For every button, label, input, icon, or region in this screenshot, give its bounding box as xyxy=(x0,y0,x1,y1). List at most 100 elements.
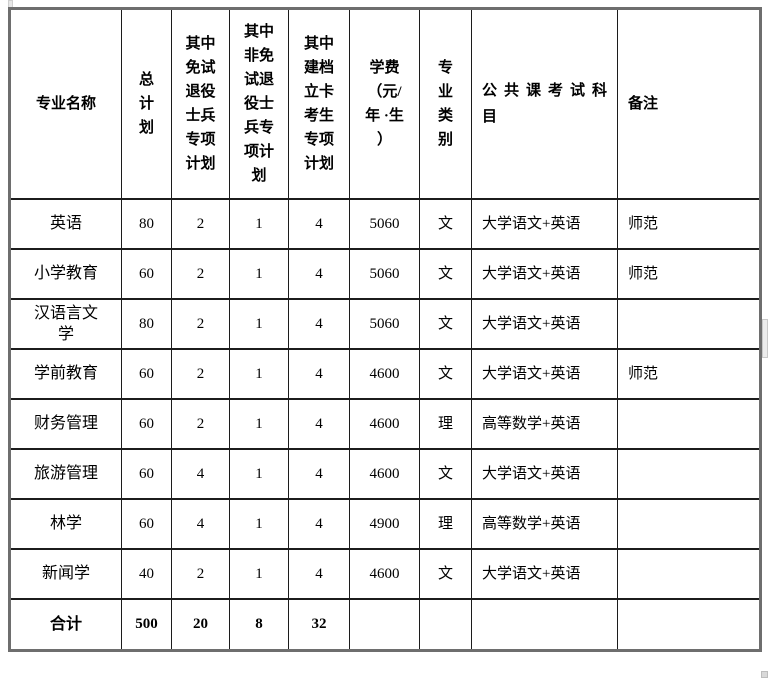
cell: 5060 xyxy=(349,247,420,300)
table-row: 财务管理 60 2 1 4 4600 理高等数学+英语 xyxy=(9,397,761,450)
cell: 5060 xyxy=(349,197,420,250)
cell: 汉语言文 学 xyxy=(9,297,122,350)
cell: 林学 xyxy=(9,497,122,550)
cell: 文 xyxy=(419,547,472,600)
cell: 4900 xyxy=(349,497,420,550)
cell: 理 xyxy=(419,497,472,550)
cell: 80 xyxy=(121,197,172,250)
col-header-non-exempt-veteran-plan: 其中 非免 试退 役士 兵专 项计 划 xyxy=(229,7,289,200)
cell: 1 xyxy=(229,247,289,300)
cell: 师范 xyxy=(617,247,761,300)
col-header-major-category: 专 业 类 别 xyxy=(419,7,472,200)
cell: 2 xyxy=(171,347,230,400)
total-cell: 500 xyxy=(121,597,172,652)
total-cell xyxy=(419,597,472,652)
cell: 2 xyxy=(171,397,230,450)
total-cell: 20 xyxy=(171,597,230,652)
cell: 理 xyxy=(419,397,472,450)
col-header-tuition: 学费 （元/ 年 ·生 ） xyxy=(349,7,420,200)
cell: 高等数学+英语 xyxy=(471,497,618,550)
total-cell: 8 xyxy=(229,597,289,652)
total-row: 合计 500 20 8 32 xyxy=(9,597,761,652)
col-header-remarks: 备注 xyxy=(617,7,761,200)
total-cell xyxy=(617,597,761,652)
enrollment-plan-table: 专业名称 总 计 划 其中 免试 退役 士兵 专项 计划 其中 非免 试退 役士… xyxy=(8,7,762,652)
cell: 文 xyxy=(419,247,472,300)
cell: 4600 xyxy=(349,397,420,450)
cell: 师范 xyxy=(617,197,761,250)
cell: 4 xyxy=(288,397,350,450)
cell: 4 xyxy=(288,447,350,500)
cell: 2 xyxy=(171,547,230,600)
col-header-major-name: 专业名称 xyxy=(9,7,122,200)
cell: 文 xyxy=(419,447,472,500)
cell: 4 xyxy=(171,497,230,550)
cell: 60 xyxy=(121,497,172,550)
cell: 40 xyxy=(121,547,172,600)
resize-corner xyxy=(761,671,768,678)
cell: 2 xyxy=(171,297,230,350)
total-cell xyxy=(349,597,420,652)
col-header-total-plan: 总 计 划 xyxy=(121,7,172,200)
cell: 文 xyxy=(419,347,472,400)
cell xyxy=(617,297,761,350)
cell: 1 xyxy=(229,297,289,350)
table-row: 汉语言文 学 80 2 1 4 5060 文大学语文+英语 xyxy=(9,297,761,350)
table-body: 英语 80 2 1 4 5060 文大学语文+英语 师范 小学教育 60 2 1 4 5060 文大学语文+… xyxy=(9,197,761,652)
cell: 4 xyxy=(171,447,230,500)
cell: 4 xyxy=(288,247,350,300)
cell xyxy=(617,397,761,450)
cell: 60 xyxy=(121,247,172,300)
table-row: 英语 80 2 1 4 5060 文大学语文+英语 师范 xyxy=(9,197,761,250)
cell: 5060 xyxy=(349,297,420,350)
col-header-exempt-veteran-plan: 其中 免试 退役 士兵 专项 计划 xyxy=(171,7,230,200)
cell: 4600 xyxy=(349,347,420,400)
cell: 60 xyxy=(121,347,172,400)
total-cell: 合计 xyxy=(9,597,122,652)
cell: 2 xyxy=(171,197,230,250)
cell: 60 xyxy=(121,397,172,450)
cell: 4 xyxy=(288,297,350,350)
cell xyxy=(617,547,761,600)
cell: 大学语文+英语 xyxy=(471,247,618,300)
cell: 师范 xyxy=(617,347,761,400)
cell: 小学教育 xyxy=(9,247,122,300)
cell: 文 xyxy=(419,197,472,250)
col-header-registered-poor-plan: 其中 建档 立卡 考生 专项 计划 xyxy=(288,7,350,200)
scrollbar-fragment[interactable] xyxy=(762,319,768,358)
cell: 大学语文+英语 xyxy=(471,447,618,500)
cell: 2 xyxy=(171,247,230,300)
cell: 1 xyxy=(229,547,289,600)
cell: 大学语文+英语 xyxy=(471,197,618,250)
cell: 1 xyxy=(229,347,289,400)
cell: 4600 xyxy=(349,547,420,600)
cell: 4600 xyxy=(349,447,420,500)
cell: 1 xyxy=(229,397,289,450)
total-cell xyxy=(471,597,618,652)
table-row: 学前教育 60 2 1 4 4600 文大学语文+英语 师范 xyxy=(9,347,761,400)
cell: 旅游管理 xyxy=(9,447,122,500)
col-header-public-exam-subjects: 公共课考试科 目 xyxy=(471,7,618,200)
table-row: 新闻学 40 2 1 4 4600 文大学语文+英语 xyxy=(9,547,761,600)
cell: 4 xyxy=(288,197,350,250)
cell: 4 xyxy=(288,497,350,550)
cell: 80 xyxy=(121,297,172,350)
cell: 4 xyxy=(288,347,350,400)
cell: 学前教育 xyxy=(9,347,122,400)
cell: 4 xyxy=(288,547,350,600)
cell: 文 xyxy=(419,297,472,350)
cell: 新闻学 xyxy=(9,547,122,600)
cell: 1 xyxy=(229,447,289,500)
table-row: 旅游管理 60 4 1 4 4600 文大学语文+英语 xyxy=(9,447,761,500)
table-row: 林学 60 4 1 4 4900 理高等数学+英语 xyxy=(9,497,761,550)
cell: 英语 xyxy=(9,197,122,250)
cell xyxy=(617,497,761,550)
cell: 60 xyxy=(121,447,172,500)
table-row: 小学教育 60 2 1 4 5060 文大学语文+英语 师范 xyxy=(9,247,761,300)
cell: 高等数学+英语 xyxy=(471,397,618,450)
cell: 财务管理 xyxy=(9,397,122,450)
cell: 大学语文+英语 xyxy=(471,547,618,600)
cell xyxy=(617,447,761,500)
cell: 1 xyxy=(229,497,289,550)
